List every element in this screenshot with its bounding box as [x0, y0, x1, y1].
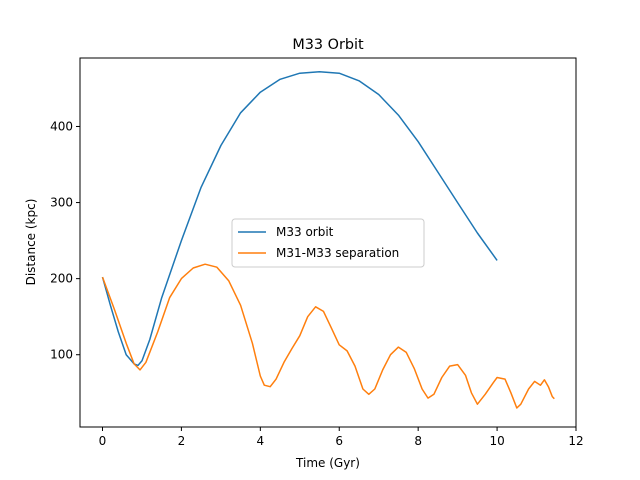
x-tick-label: 8 [414, 434, 422, 448]
legend-label-m33-orbit: M33 orbit [276, 225, 334, 239]
y-tick-label: 400 [50, 119, 73, 133]
series-line-m31-m33-separation [101, 263, 555, 409]
y-tick-label: 200 [50, 272, 73, 286]
chart-title: M33 Orbit [292, 37, 364, 53]
plot-frame [79, 57, 577, 428]
legend-label-m31-m33-separation: M31-M33 separation [276, 246, 399, 260]
y-tick-label: 300 [50, 196, 73, 210]
x-tick-label: 0 [99, 434, 107, 448]
x-tick-label: 10 [489, 434, 504, 448]
series-layer [101, 70, 555, 409]
x-axis-label: Time (Gyr) [295, 456, 360, 470]
y-axis-label: Distance (kpc) [24, 199, 38, 286]
x-tick-label: 6 [335, 434, 343, 448]
x-tick-label: 4 [257, 434, 265, 448]
x-tick-label: 12 [568, 434, 583, 448]
ticks-layer: 0 2 4 6 8 10 12 100 200 300 400 [50, 119, 584, 448]
legend-box [231, 218, 425, 268]
legend: M33 orbit M31-M33 separation [231, 218, 425, 268]
x-tick-label: 2 [178, 434, 186, 448]
y-tick-label: 100 [50, 348, 73, 362]
